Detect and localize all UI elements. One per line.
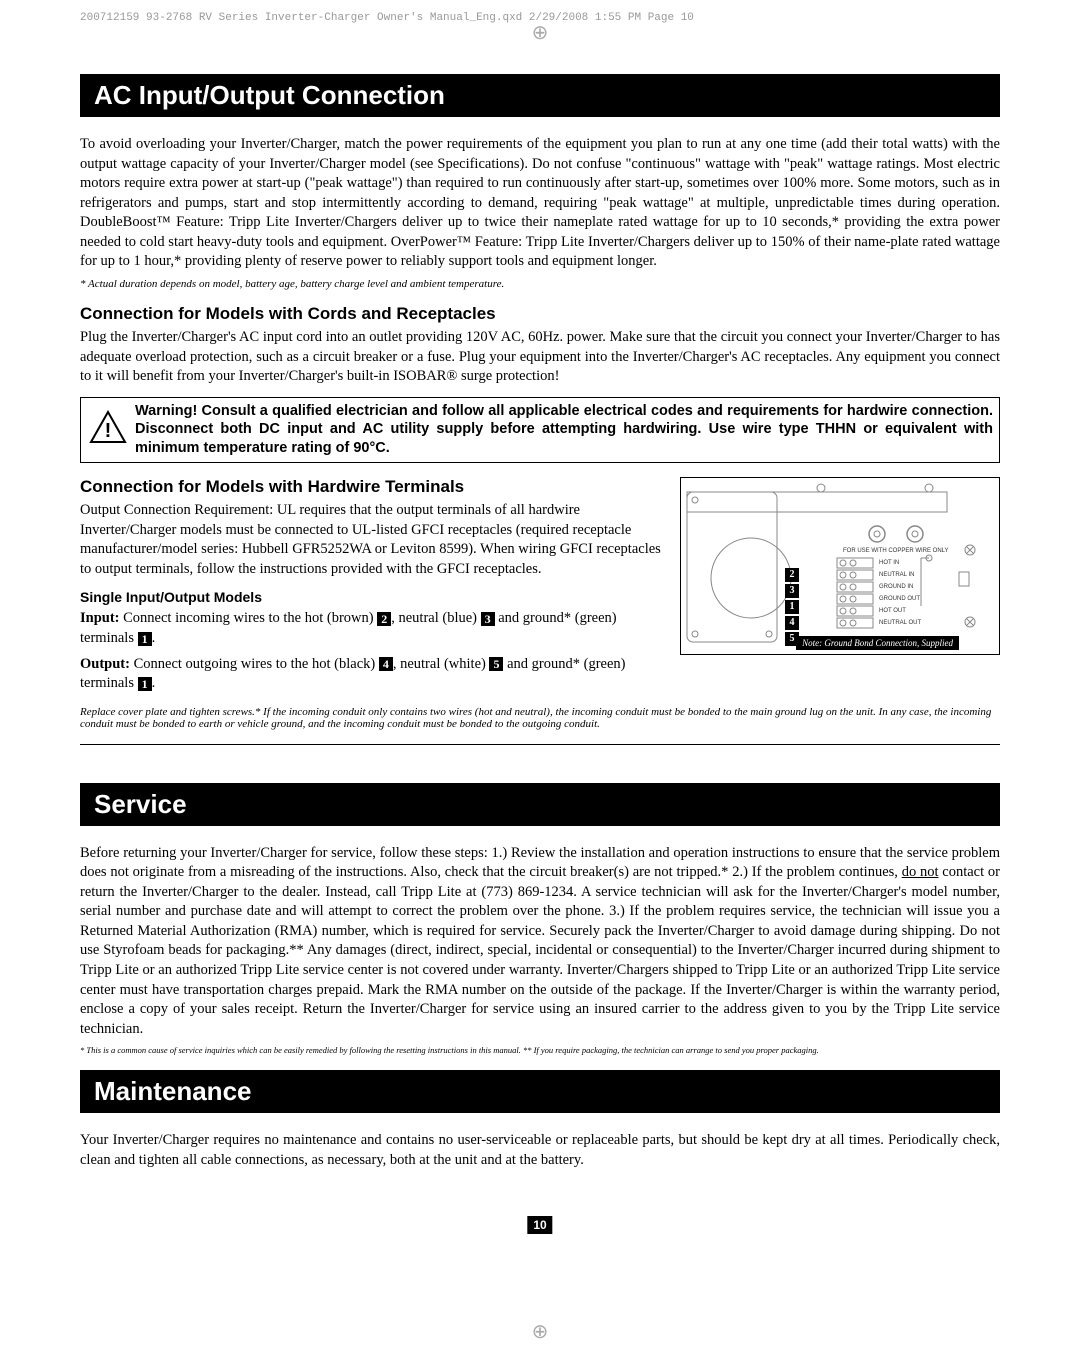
output-label: Output:: [80, 656, 134, 672]
sub-cords-body: Plug the Inverter/Charger's AC input cor…: [80, 328, 1000, 387]
service-footnote: * This is a common cause of service inqu…: [80, 1045, 1000, 1056]
crop-mark-top: ⊕: [532, 20, 549, 45]
cover-note: Replace cover plate and tighten screws.*…: [80, 706, 1000, 730]
diag-l5: HOT OUT: [879, 608, 906, 614]
terminal-diagram: FOR USE WITH COPPER WIRE ONLY HOT IN NEU…: [680, 477, 1000, 655]
ref-num-5: 5: [489, 657, 503, 671]
diag-num-3: 3: [785, 584, 799, 598]
sub-hardwire-body: Output Connection Requirement: UL requir…: [80, 501, 666, 579]
diag-l2: NEUTRAL IN: [879, 572, 914, 578]
service-body-a: Before returning your Inverter/Charger f…: [80, 845, 1000, 881]
input-text-a: Connect incoming wires to the hot (brown…: [123, 610, 377, 626]
sub-hardwire-title: Connection for Models with Hardwire Term…: [80, 477, 666, 497]
warning-icon: !: [87, 410, 129, 450]
diag-l6: NEUTRAL OUT: [879, 620, 921, 626]
warning-text: Warning! Consult a qualified electrician…: [129, 402, 993, 459]
warning-box: ! Warning! Consult a qualified electrici…: [80, 397, 1000, 464]
output-line: Output: Connect outgoing wires to the ho…: [80, 655, 666, 694]
svg-text:!: !: [105, 420, 112, 442]
sub-cords-body-text: Plug the Inverter/Charger's AC input cor…: [80, 329, 1000, 384]
diag-l3: GROUND IN: [879, 584, 913, 590]
divider-1: [80, 744, 1000, 745]
ac-footnote-1: * Actual duration depends on model, batt…: [80, 278, 1000, 290]
ac-intro: To avoid overloading your Inverter/Charg…: [80, 135, 1000, 272]
maintenance-body: Your Inverter/Charger requires no mainte…: [80, 1131, 1000, 1170]
service-body-underline: do not: [902, 864, 939, 880]
ref-num-1: 1: [138, 632, 152, 646]
diag-num-1: 1: [785, 600, 799, 614]
ref-num-4: 4: [379, 657, 393, 671]
ref-num-2: 2: [377, 612, 391, 626]
sub-cords-title: Connection for Models with Cords and Rec…: [80, 304, 1000, 324]
sub-single-title: Single Input/Output Models: [80, 589, 666, 605]
output-text-a: Connect outgoing wires to the hot (black…: [134, 656, 379, 672]
section-title-ac: AC Input/Output Connection: [80, 74, 1000, 117]
diag-top-label: FOR USE WITH COPPER WIRE ONLY: [843, 548, 949, 554]
crop-mark-bottom: ⊕: [532, 1319, 549, 1344]
diag-l4: GROUND OUT: [879, 596, 920, 602]
section-title-maintenance: Maintenance: [80, 1070, 1000, 1113]
diagram-caption: Note: Ground Bond Connection, Supplied: [796, 636, 959, 650]
input-text-b: , neutral (blue): [391, 610, 480, 626]
diag-num-2: 2: [785, 568, 799, 582]
section-title-service: Service: [80, 783, 1000, 826]
service-body: Before returning your Inverter/Charger f…: [80, 844, 1000, 1040]
input-line: Input: Connect incoming wires to the hot…: [80, 609, 666, 648]
input-label: Input:: [80, 610, 123, 626]
diag-l1: HOT IN: [879, 560, 899, 566]
page-number: 10: [527, 1216, 552, 1234]
ref-num-3: 3: [481, 612, 495, 626]
diag-num-4: 4: [785, 616, 799, 630]
service-body-b: contact or return the Inverter/Charger t…: [80, 864, 1000, 1037]
output-text-b: , neutral (white): [393, 656, 490, 672]
ref-num-1b: 1: [138, 677, 152, 691]
